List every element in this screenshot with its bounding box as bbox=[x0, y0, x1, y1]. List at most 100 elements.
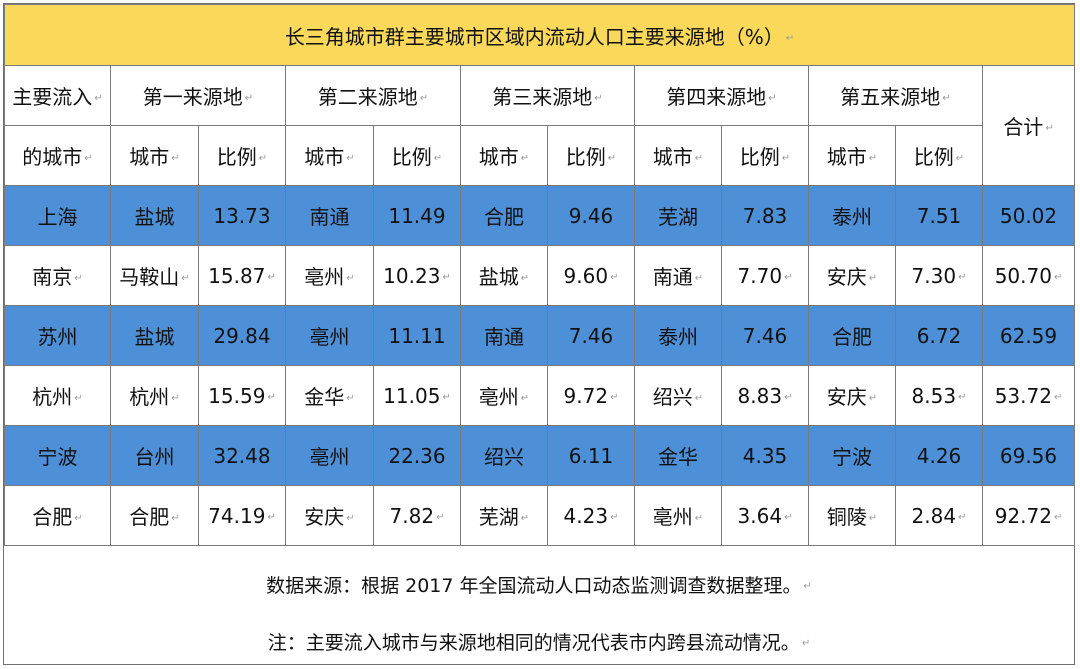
table-row: 南京 ↵ 马鞍山 ↵ 15.87 ↵ 亳州 ↵ 10.23 ↵ 盐城 ↵ 9.60 ↵ 南通 ↵ 7.70 ↵ 安庆… bbox=[4, 245, 1076, 306]
table-frame: 长三角城市群主要城市区域内流动人口主要来源地（%） ↵ 主要流入 ↵ 第一来源地 ↵ … bbox=[3, 3, 1076, 665]
cell-s3-pct: 9.46 bbox=[547, 185, 635, 246]
header-inflow-city-top: 主要流入 ↵ bbox=[4, 65, 111, 126]
table-row: 杭州 ↵ 杭州 ↵ 15.59 ↵ 金华 ↵ 11.05 ↵ 亳州 ↵ 9.72 ↵ 绍兴 ↵ 8.83 ↵ 安庆 ↵… bbox=[4, 365, 1076, 426]
cell-total: 69.56 bbox=[981, 425, 1076, 486]
subheader-ratio-2: 比例 ↵ bbox=[373, 125, 461, 186]
cell-s5-city: 铜陵 ↵ bbox=[808, 485, 896, 546]
cell-s2-city: 金华 ↵ bbox=[285, 365, 374, 426]
table-title: 长三角城市群主要城市区域内流动人口主要来源地（%） ↵ bbox=[3, 4, 1076, 66]
header-source-4: 第四来源地 ↵ bbox=[634, 65, 809, 126]
cell-s5-city: 安庆 ↵ bbox=[808, 245, 896, 306]
cell-s5-pct: 4.26 bbox=[895, 425, 983, 486]
cell-s1-pct: 74.19 ↵ bbox=[198, 485, 286, 546]
cell-s2-pct: 10.23 ↵ bbox=[373, 245, 461, 306]
cell-s5-city: 宁波 bbox=[808, 425, 896, 486]
cell-s2-city: 南通 bbox=[285, 185, 374, 246]
header-source-3: 第三来源地 ↵ bbox=[460, 65, 635, 126]
cell-s2-pct: 11.49 bbox=[373, 185, 461, 246]
table-row: 合肥 ↵ 合肥 ↵ 74.19 ↵ 安庆 ↵ 7.82 ↵ 芜湖 ↵ 4.23 ↵ 亳州 ↵ 3.64 ↵ 铜陵 ↵ 2… bbox=[4, 485, 1076, 546]
cell-s3-pct: 9.72 ↵ bbox=[547, 365, 635, 426]
cell-total: 50.70 ↵ bbox=[981, 245, 1076, 306]
cell-s5-city: 安庆 ↵ bbox=[808, 365, 896, 426]
cell-s2-pct: 11.11 bbox=[373, 305, 461, 366]
cell-s4-city: 芜湖 bbox=[634, 185, 722, 246]
cell-s3-pct: 4.23 ↵ bbox=[547, 485, 635, 546]
cell-s4-city: 金华 bbox=[634, 425, 722, 486]
cell-s5-city: 合肥 bbox=[808, 305, 896, 366]
cell-s4-city: 南通 ↵ bbox=[634, 245, 722, 306]
explanation-note: 注：主要流入城市与来源地相同的情况代表市内跨县流动情况。 ↵ bbox=[267, 632, 811, 654]
cell-s1-city: 马鞍山 ↵ bbox=[110, 245, 199, 306]
cell-s1-pct: 15.59 ↵ bbox=[198, 365, 286, 426]
subheader-ratio-4: 比例 ↵ bbox=[721, 125, 809, 186]
subheader-ratio-5: 比例 ↵ bbox=[895, 125, 983, 186]
cell-s3-pct: 9.60 ↵ bbox=[547, 245, 635, 306]
cell-s4-pct: 3.64 ↵ bbox=[721, 485, 809, 546]
data-source-note: 数据来源：根据 2017 年全国流动人口动态监测调查数据整理。 ↵ bbox=[266, 575, 812, 597]
cell-s2-city: 亳州 bbox=[285, 305, 374, 366]
table-row: 上海 盐城 13.73 南通 11.49 合肥 9.46 芜湖 7.83 泰州 7.51 50.02 bbox=[4, 185, 1076, 246]
cell-s2-city: 亳州 ↵ bbox=[285, 245, 374, 306]
cell-s3-city: 盐城 ↵ bbox=[460, 245, 548, 306]
cell-s1-city: 盐城 bbox=[110, 185, 199, 246]
subheader-city-1: 城市 ↵ bbox=[110, 125, 199, 186]
cell-s3-city: 亳州 ↵ bbox=[460, 365, 548, 426]
cell-city: 合肥 ↵ bbox=[4, 485, 111, 546]
cell-s3-city: 合肥 bbox=[460, 185, 548, 246]
subheader-ratio-3: 比例 ↵ bbox=[547, 125, 635, 186]
cell-s5-pct: 6.72 bbox=[895, 305, 983, 366]
cell-s3-pct: 6.11 bbox=[547, 425, 635, 486]
cell-city: 上海 bbox=[4, 185, 111, 246]
cell-s1-pct: 29.84 bbox=[198, 305, 286, 366]
cell-total: 50.02 bbox=[981, 185, 1076, 246]
cell-s1-pct: 13.73 bbox=[198, 185, 286, 246]
subheader-ratio-1: 比例 ↵ bbox=[198, 125, 286, 186]
cell-s2-pct: 11.05 ↵ bbox=[373, 365, 461, 426]
cell-s3-city: 芜湖 ↵ bbox=[460, 485, 548, 546]
cell-s1-city: 盐城 bbox=[110, 305, 199, 366]
cell-city: 宁波 bbox=[4, 425, 111, 486]
cell-s1-pct: 32.48 bbox=[198, 425, 286, 486]
table-row: 苏州 盐城 29.84 亳州 11.11 南通 7.46 泰州 7.46 合肥 6.72 62.59 bbox=[4, 305, 1076, 366]
cell-city: 杭州 ↵ bbox=[4, 365, 111, 426]
cell-s5-pct: 7.30 ↵ bbox=[895, 245, 983, 306]
cell-s2-city: 安庆 ↵ bbox=[285, 485, 374, 546]
cell-total: 53.72 ↵ bbox=[981, 365, 1076, 426]
cell-s2-city: 亳州 bbox=[285, 425, 374, 486]
cell-s4-pct: 4.35 bbox=[721, 425, 809, 486]
header-total: 合计 ↵ bbox=[981, 65, 1076, 186]
subheader-city-5: 城市 ↵ bbox=[808, 125, 896, 186]
cell-total: 92.72 ↵ bbox=[981, 485, 1076, 546]
cell-s4-city: 绍兴 ↵ bbox=[634, 365, 722, 426]
cell-s4-pct: 7.70 ↵ bbox=[721, 245, 809, 306]
table-row: 宁波 台州 32.48 亳州 22.36 绍兴 6.11 金华 4.35 宁波 4.26 69.56 bbox=[4, 425, 1076, 486]
cell-s3-city: 绍兴 bbox=[460, 425, 548, 486]
cell-s4-city: 泰州 bbox=[634, 305, 722, 366]
migration-source-table: 长三角城市群主要城市区域内流动人口主要来源地（%） ↵ 主要流入 ↵ 第一来源地 ↵ … bbox=[3, 4, 1076, 546]
cell-s1-city: 杭州 ↵ bbox=[110, 365, 199, 426]
cell-s4-pct: 7.83 bbox=[721, 185, 809, 246]
cell-s5-city: 泰州 bbox=[808, 185, 896, 246]
header-source-5: 第五来源地 ↵ bbox=[808, 65, 983, 126]
cell-s1-pct: 15.87 ↵ bbox=[198, 245, 286, 306]
subheader-city-4: 城市 ↵ bbox=[634, 125, 722, 186]
cell-s5-pct: 2.84 ↵ bbox=[895, 485, 983, 546]
cell-s5-pct: 8.53 ↵ bbox=[895, 365, 983, 426]
header-inflow-city-bottom: 的城市 ↵ bbox=[4, 125, 111, 186]
cell-s1-city: 合肥 ↵ bbox=[110, 485, 199, 546]
header-source-2: 第二来源地 ↵ bbox=[285, 65, 461, 126]
cell-s4-pct: 7.46 bbox=[721, 305, 809, 366]
cell-city: 南京 ↵ bbox=[4, 245, 111, 306]
cell-s1-city: 台州 bbox=[110, 425, 199, 486]
cell-total: 62.59 bbox=[981, 305, 1076, 366]
cell-s3-pct: 7.46 bbox=[547, 305, 635, 366]
cell-s3-city: 南通 bbox=[460, 305, 548, 366]
subheader-city-3: 城市 ↵ bbox=[460, 125, 548, 186]
subheader-city-2: 城市 ↵ bbox=[285, 125, 374, 186]
cell-s4-city: 亳州 ↵ bbox=[634, 485, 722, 546]
cell-city: 苏州 bbox=[4, 305, 111, 366]
cell-s2-pct: 7.82 ↵ bbox=[373, 485, 461, 546]
header-source-1: 第一来源地 ↵ bbox=[110, 65, 286, 126]
cell-s5-pct: 7.51 bbox=[895, 185, 983, 246]
cell-s2-pct: 22.36 bbox=[373, 425, 461, 486]
